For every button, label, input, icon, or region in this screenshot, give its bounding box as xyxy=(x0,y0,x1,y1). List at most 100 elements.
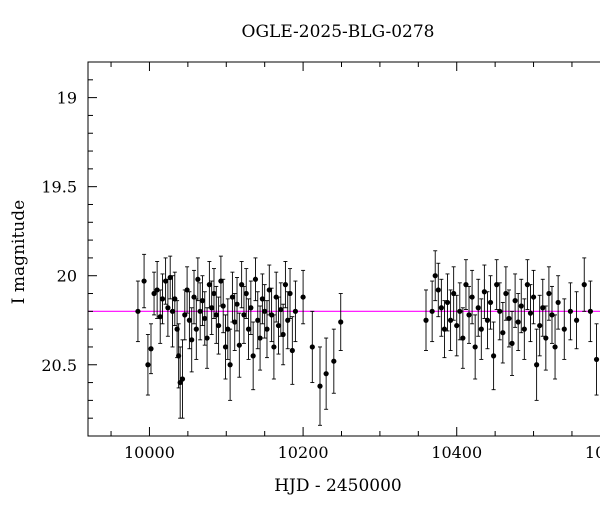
data-point xyxy=(423,317,429,323)
data-point xyxy=(543,335,549,341)
data-point xyxy=(248,305,254,311)
data-point xyxy=(172,296,178,302)
data-point xyxy=(222,344,229,350)
data-point xyxy=(581,282,587,288)
data-point xyxy=(213,312,219,318)
data-point xyxy=(154,287,160,293)
data-point xyxy=(555,299,561,306)
data-point xyxy=(593,356,600,363)
data-point xyxy=(530,294,537,300)
data-point xyxy=(252,276,259,282)
data-point xyxy=(165,305,171,311)
data-point xyxy=(234,301,240,307)
data-point xyxy=(191,294,197,300)
data-point xyxy=(549,312,555,318)
data-point xyxy=(215,322,222,329)
data-point xyxy=(189,337,195,343)
data-point xyxy=(179,376,186,382)
data-point xyxy=(135,308,141,314)
data-point xyxy=(309,344,315,350)
x-tick-label: 10400 xyxy=(431,443,482,462)
data-point xyxy=(317,383,323,389)
data-point xyxy=(534,362,540,368)
data-point xyxy=(287,290,293,297)
data-point xyxy=(518,303,524,309)
x-tick-label: 10000 xyxy=(124,443,175,462)
data-point xyxy=(567,308,574,314)
data-point xyxy=(141,278,147,284)
data-point xyxy=(285,317,291,323)
data-point xyxy=(195,276,201,282)
data-point xyxy=(527,310,534,316)
data-point xyxy=(245,326,252,332)
data-point xyxy=(241,312,247,318)
data-point xyxy=(262,308,268,314)
data-point xyxy=(484,317,491,323)
data-point xyxy=(587,308,593,314)
data-point xyxy=(429,308,435,314)
y-tick-label: 19 xyxy=(57,89,77,108)
data-point xyxy=(503,290,509,297)
chart-title: OGLE-2025-BLG-0278 xyxy=(241,22,435,42)
data-point xyxy=(271,344,277,350)
data-point xyxy=(202,315,208,322)
x-tick-label: 10600 xyxy=(585,443,600,462)
data-point xyxy=(331,358,337,364)
data-point xyxy=(460,335,466,341)
data-point xyxy=(463,282,469,288)
y-axis-label: I magnitude xyxy=(9,199,29,305)
data-point xyxy=(481,289,487,295)
data-point xyxy=(521,326,527,332)
data-point xyxy=(438,305,444,311)
data-point xyxy=(447,317,454,323)
data-point xyxy=(435,287,441,293)
data-point xyxy=(444,299,451,306)
data-point xyxy=(457,308,463,314)
data-point xyxy=(494,282,500,288)
data-point xyxy=(524,282,531,288)
data-point xyxy=(145,362,151,368)
data-point xyxy=(151,290,157,297)
data-point xyxy=(469,294,475,300)
data-point xyxy=(454,322,460,329)
data-point xyxy=(206,282,212,288)
data-point xyxy=(162,278,169,284)
data-point xyxy=(232,319,238,325)
data-point xyxy=(552,344,558,350)
data-point xyxy=(227,362,233,368)
data-point xyxy=(169,308,176,314)
data-point xyxy=(148,346,154,352)
data-point xyxy=(275,322,282,329)
data-point xyxy=(193,326,199,332)
data-point xyxy=(264,326,270,332)
data-point xyxy=(282,282,289,288)
data-point xyxy=(292,308,299,314)
data-point xyxy=(236,342,242,348)
data-point xyxy=(197,308,203,314)
data-point xyxy=(209,305,215,311)
data-point xyxy=(182,312,188,318)
data-point xyxy=(289,347,295,354)
model-curve xyxy=(88,310,600,312)
data-point xyxy=(537,322,543,329)
data-point xyxy=(211,290,217,297)
data-point xyxy=(451,290,457,297)
data-point xyxy=(512,298,518,304)
data-point xyxy=(323,371,329,377)
data-point xyxy=(500,330,506,336)
plot-frame xyxy=(87,61,600,437)
data-point xyxy=(220,303,226,309)
data-point xyxy=(540,305,546,311)
data-point xyxy=(506,315,512,322)
data-point xyxy=(441,326,448,332)
data-point xyxy=(573,317,580,323)
x-tick-label: 10200 xyxy=(278,443,329,462)
data-point xyxy=(546,290,552,297)
y-tick-label: 20 xyxy=(57,267,77,286)
data-point xyxy=(218,278,224,284)
data-point xyxy=(497,308,503,314)
y-tick-label: 19.5 xyxy=(41,178,77,197)
data-point xyxy=(167,274,173,281)
data-point xyxy=(266,287,272,293)
data-point xyxy=(300,294,306,300)
